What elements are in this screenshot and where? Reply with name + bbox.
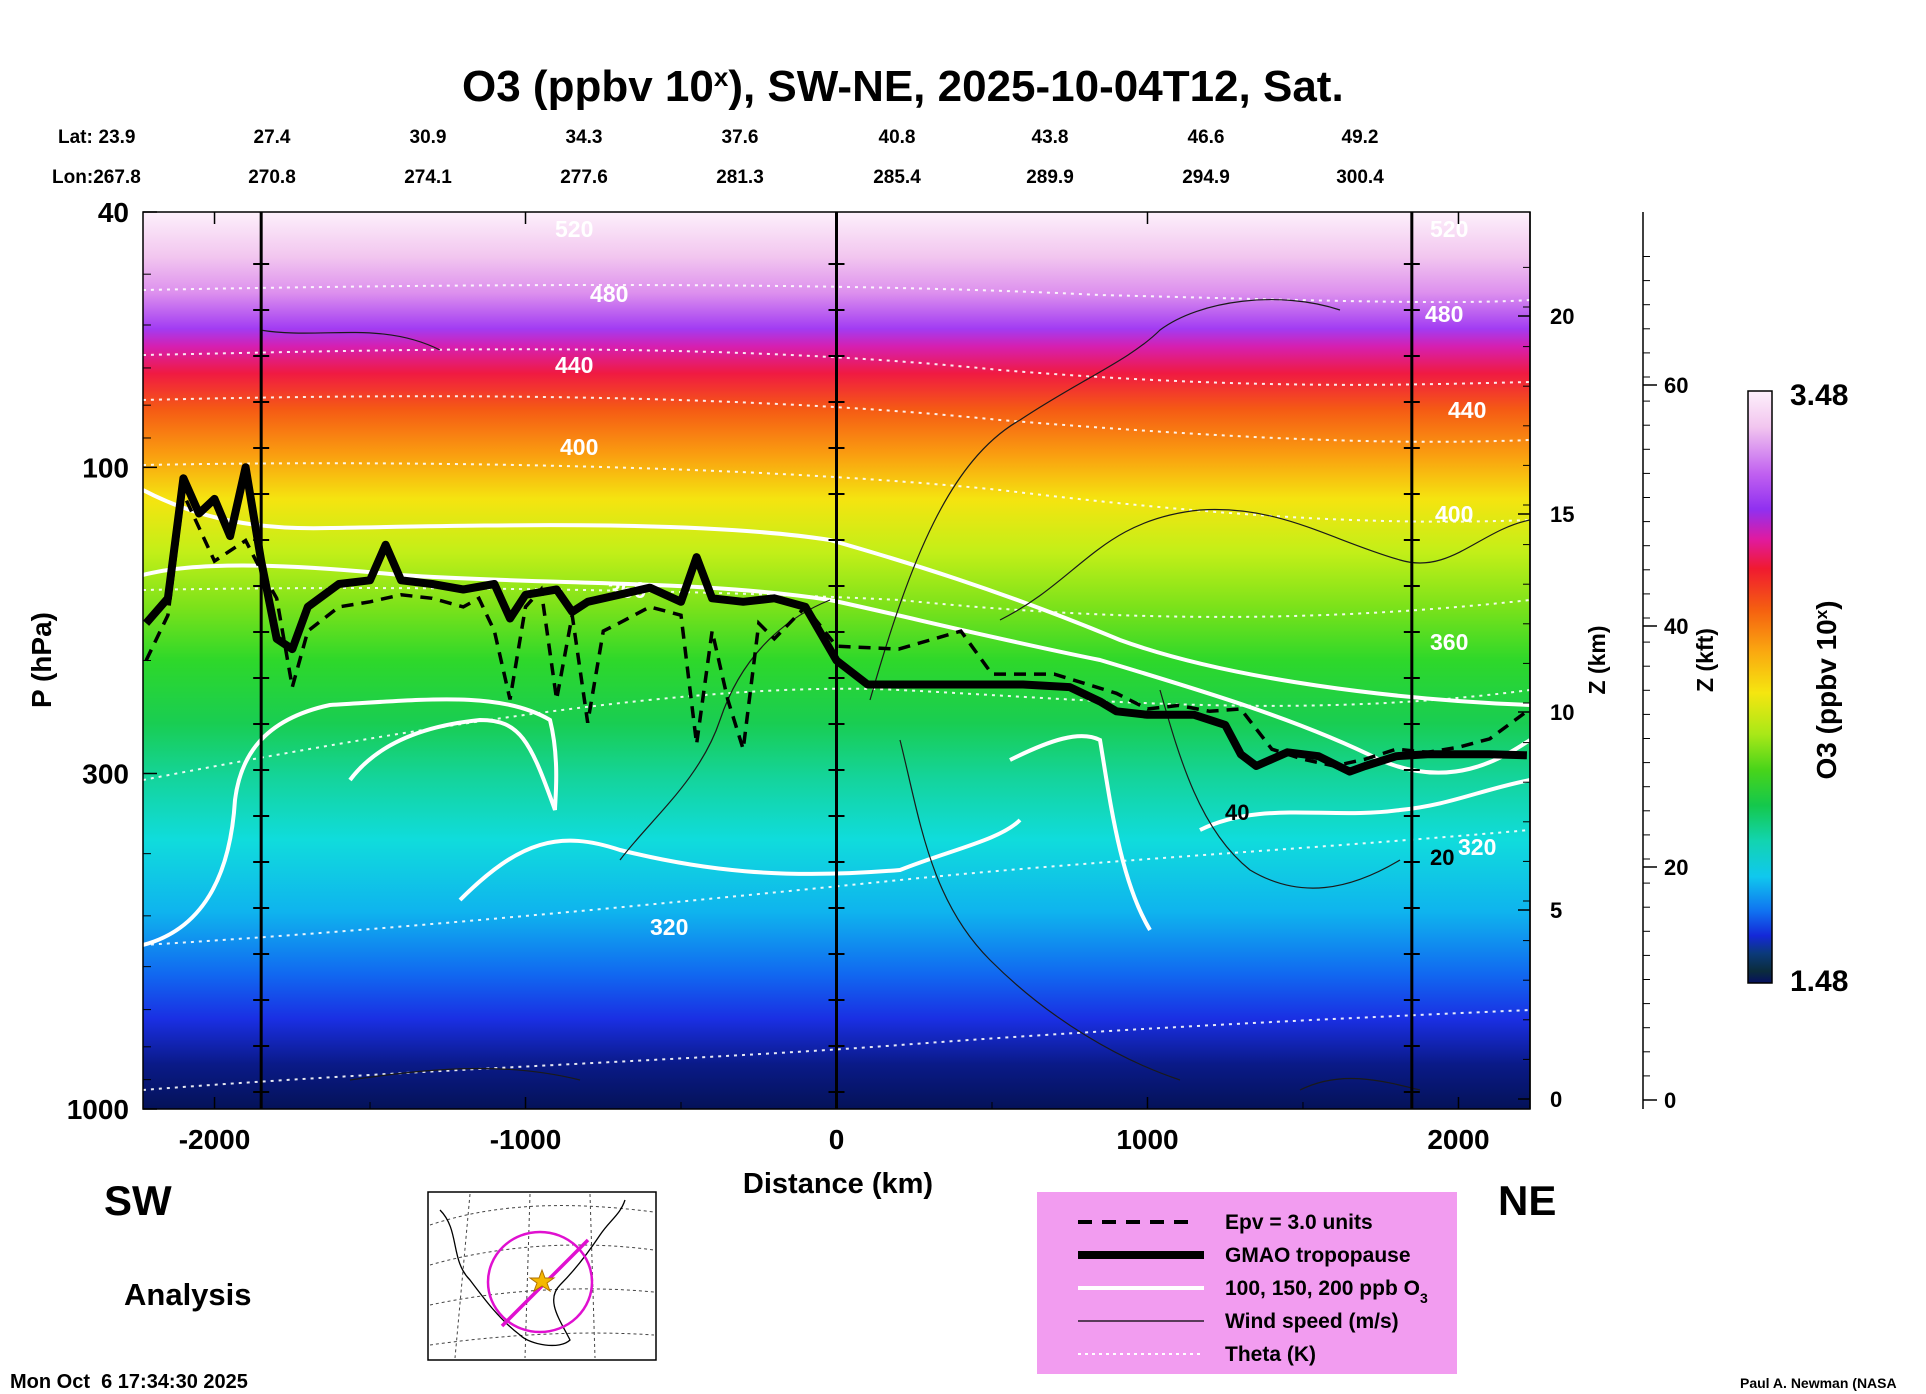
theta-label-480: 480 <box>590 281 628 307</box>
x-tick-label: -1000 <box>490 1124 562 1155</box>
lon-value: 300.4 <box>1336 167 1384 188</box>
z-kft-axis-title: Z (kft) <box>1692 628 1718 692</box>
colorbar-scale <box>1747 390 1773 984</box>
legend-ozone-label: 100, 150, 200 ppb O3 <box>1225 1277 1428 1306</box>
legend-epv-label: Epv = 3.0 units <box>1225 1211 1373 1234</box>
x-tick-label: 0 <box>829 1124 845 1155</box>
theta-label-520-right: 520 <box>1430 216 1468 242</box>
y-axis-title: P (hPa) <box>26 612 57 708</box>
y-tick-label: 40 <box>98 197 129 228</box>
wind-label-40: 40 <box>1225 800 1249 825</box>
lat-value: 34.3 <box>566 127 603 148</box>
author-credit: Paul A. Newman (NASA <box>1740 1375 1897 1391</box>
wind-labels: 40 20 <box>1225 800 1454 870</box>
lat-values-row: 23.9 27.4 30.9 34.3 37.6 40.8 43.8 46.6 49.2 <box>99 127 1379 148</box>
contour-layer: 480 440 400 360 480 440 400 360 320 520 … <box>143 216 1530 1091</box>
y-axis: 40 100 300 1000 <box>67 197 157 1125</box>
lat-value: 23.9 <box>99 127 136 148</box>
theta-labels: 480 440 400 360 480 440 400 360 320 520 … <box>555 216 1496 940</box>
colorbar-max-label: 3.48 <box>1790 379 1848 412</box>
x-tick-label: -2000 <box>179 1124 251 1155</box>
inset-map-grid <box>429 1193 655 1359</box>
direction-ne: NE <box>1498 1177 1556 1224</box>
lon-value: 289.9 <box>1026 167 1074 188</box>
lat-value: 30.9 <box>410 127 447 148</box>
lat-value: 46.6 <box>1188 127 1225 148</box>
lon-value: 294.9 <box>1182 167 1230 188</box>
theta-label-400: 400 <box>560 434 598 460</box>
inset-map-center-star <box>528 1268 556 1293</box>
theta-label-400-right: 400 <box>1435 501 1473 527</box>
z-kft-tick-label: 40 <box>1664 614 1688 639</box>
theta-label-520: 520 <box>555 216 593 242</box>
lat-value: 49.2 <box>1342 127 1379 148</box>
colorbar-min-label: 1.48 <box>1790 965 1848 998</box>
z-km-tick-label: 5 <box>1550 898 1562 923</box>
analysis-label: Analysis <box>124 1277 252 1312</box>
data-overlay <box>143 212 1528 1109</box>
theta-label-360-right: 360 <box>1430 629 1468 655</box>
inset-map-coastline <box>439 1199 626 1347</box>
lat-value: 43.8 <box>1032 127 1069 148</box>
z-kft-tick-label: 60 <box>1664 373 1688 398</box>
z-kft-tick-label: 0 <box>1664 1088 1676 1113</box>
x-tick-label: 1000 <box>1116 1124 1178 1155</box>
legend-wind-label: Wind speed (m/s) <box>1225 1310 1399 1333</box>
inset-map-circle <box>486 1230 594 1334</box>
wind-label-20: 20 <box>1430 845 1454 870</box>
chart-title: O3 (ppbv 10x), SW-NE, 2025-10-04T12, Sat… <box>462 62 1344 111</box>
timestamp: Mon Oct 6 17:34:30 2025 <box>10 1371 248 1393</box>
lon-values-row: 267.8 270.8 274.1 277.6 281.3 285.4 289.9 294.9… <box>93 167 1384 188</box>
theta-label-440: 440 <box>555 352 593 378</box>
colorbar: 3.48 1.48 O3 (ppbv 10x) <box>1747 379 1848 998</box>
x-tick-label: 2000 <box>1427 1124 1489 1155</box>
legend-tropopause-label: GMAO tropopause <box>1225 1244 1411 1267</box>
direction-sw: SW <box>104 1177 172 1224</box>
lon-value: 274.1 <box>404 167 452 188</box>
lon-value: 277.6 <box>560 167 608 188</box>
y-tick-label: 1000 <box>67 1094 129 1125</box>
theta-label-480-right: 480 <box>1425 301 1463 327</box>
theta-contours <box>143 284 1530 1091</box>
y-tick-label: 300 <box>82 758 129 789</box>
lon-value: 285.4 <box>873 167 921 188</box>
lon-label: Lon: <box>52 167 93 188</box>
z-kft-axis: 0 20 40 60 <box>1642 212 1688 1113</box>
z-km-tick-label: 20 <box>1550 304 1574 329</box>
legend: Epv = 3.0 units GMAO tropopause 100, 150… <box>1037 1192 1457 1374</box>
z-km-tick-label: 10 <box>1550 700 1574 725</box>
lat-value: 40.8 <box>879 127 916 148</box>
colorbar-title: O3 (ppbv 10x) <box>1811 600 1842 779</box>
lat-value: 27.4 <box>254 127 291 148</box>
lat-label: Lat: <box>58 127 93 148</box>
z-kft-tick-label: 20 <box>1664 855 1688 880</box>
tropopause-line <box>143 463 1528 776</box>
legend-theta-label: Theta (K) <box>1225 1343 1316 1366</box>
wind-contours <box>259 298 1530 1091</box>
theta-label-440-right: 440 <box>1448 397 1486 423</box>
ozone-label-320: 320 <box>650 914 688 940</box>
y-tick-label: 100 <box>82 452 129 483</box>
x-axis-title: Distance (km) <box>743 1168 933 1200</box>
lon-value: 267.8 <box>93 167 141 188</box>
lon-value: 270.8 <box>248 167 296 188</box>
lat-value: 37.6 <box>722 127 759 148</box>
x-axis: -2000 -1000 0 1000 2000 <box>179 212 1490 1155</box>
z-km-tick-label: 0 <box>1550 1087 1562 1112</box>
z-km-axis: 0 5 10 15 20 <box>1518 212 1574 1112</box>
lon-value: 281.3 <box>716 167 764 188</box>
z-km-tick-label: 15 <box>1550 502 1574 527</box>
inset-map <box>427 1191 657 1361</box>
z-km-axis-title: Z (km) <box>1584 626 1610 695</box>
theta-label-320-right: 320 <box>1458 834 1496 860</box>
